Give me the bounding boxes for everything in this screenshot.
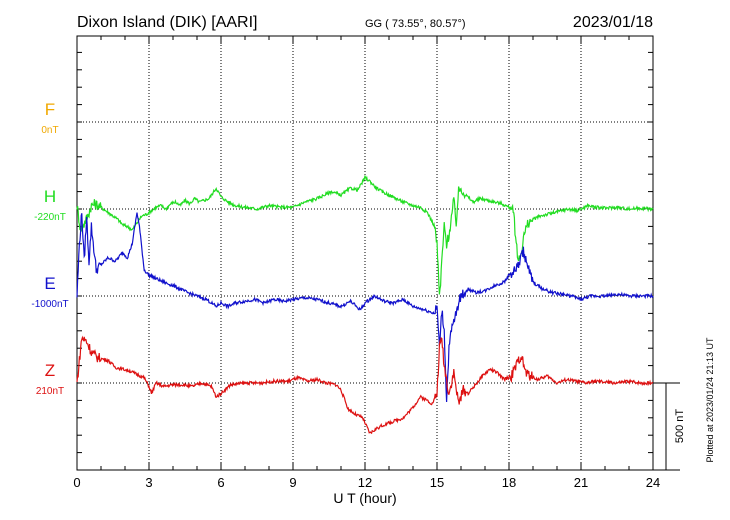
x-tick-label: 24 — [646, 475, 660, 490]
series-baseline-f: 0nT — [41, 125, 58, 136]
x-tick-label: 3 — [145, 475, 152, 490]
x-tick-label: 12 — [358, 475, 372, 490]
x-tick-label: 18 — [502, 475, 516, 490]
series-name-e: E — [44, 274, 55, 293]
x-tick-label: 21 — [574, 475, 588, 490]
series-line-e — [76, 212, 654, 403]
series-lines — [76, 174, 654, 435]
series-name-z: Z — [45, 361, 55, 380]
series-line-h — [76, 174, 654, 295]
x-tick-label: 0 — [73, 475, 80, 490]
component-labels: F 0nT H -220nT E -1000nT Z 210nT — [31, 100, 68, 397]
x-ticks: 0 3 6 9 12 15 18 21 24 — [73, 36, 660, 490]
x-axis-label: U T (hour) — [333, 490, 396, 506]
x-tick-label: 15 — [430, 475, 444, 490]
series-baseline-z: 210nT — [36, 386, 64, 397]
coords-label: GG ( 73.55°, 80.57°) — [365, 18, 466, 30]
scale-bar: 500 nT — [653, 382, 686, 471]
scale-bar-label: 500 nT — [674, 409, 686, 444]
series-baseline-e: -1000nT — [31, 299, 68, 310]
series-name-h: H — [44, 187, 56, 206]
series-name-f: F — [45, 100, 55, 119]
series-baseline-h: -220nT — [34, 212, 66, 223]
x-tick-label: 9 — [289, 475, 296, 490]
series-line-z — [76, 335, 654, 435]
date-label: 2023/01/18 — [573, 14, 653, 31]
plotted-note: Plotted at 2023/01/24 21:13 UT — [705, 337, 715, 463]
station-title: Dixon Island (DIK) [AARI] — [77, 14, 258, 31]
grid — [77, 36, 653, 470]
x-tick-label: 6 — [217, 475, 224, 490]
